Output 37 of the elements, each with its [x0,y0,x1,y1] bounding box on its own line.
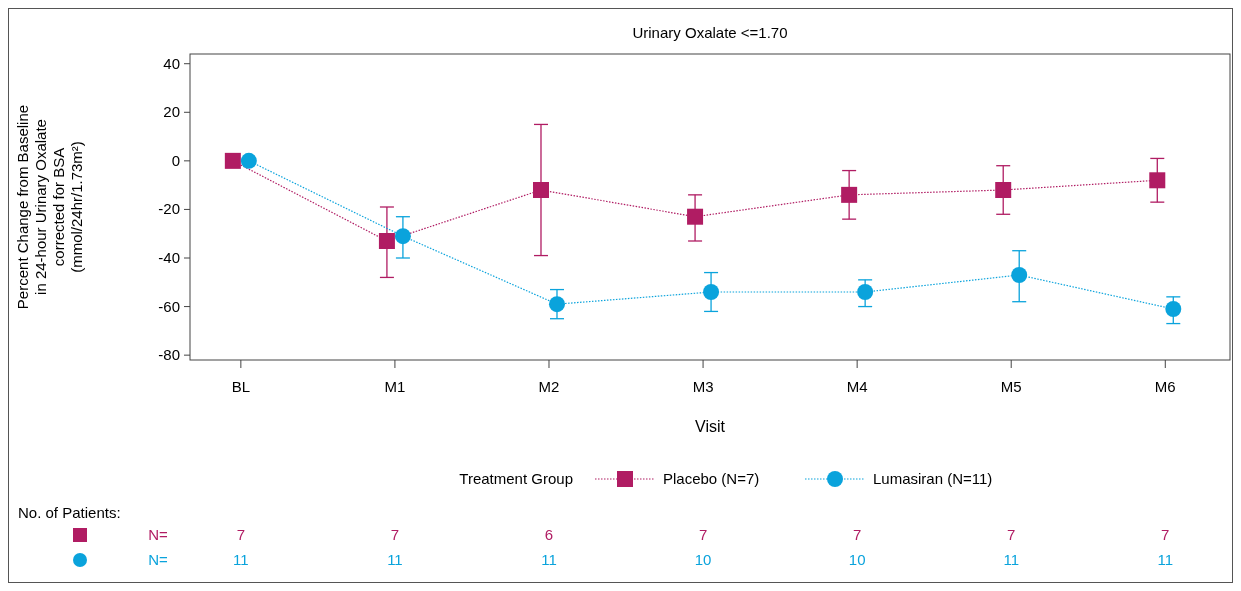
y-tick-label: 0 [171,151,180,169]
x-tick-label: M5 [1000,378,1022,395]
legend-label: Placebo (N=7) [663,470,760,487]
text: 7 [236,526,246,543]
text: N= [148,526,169,543]
text: 7 [698,526,708,543]
legend-label: Lumasiran (N=11) [873,470,993,487]
text: No. of Patients: [18,504,121,521]
y-tick-label: 40 [163,54,180,72]
text: 10 [694,551,712,568]
text: 11 [541,551,557,568]
text: 7 [390,526,400,543]
text: N= [148,551,169,568]
y-axis-title: Percent Change from Baseline in 24-hour Urinary Oxalate corrected for BSA (mmol/24hr/1.73m²) [14,104,85,310]
x-tick-label: M6 [1154,378,1176,395]
y-tick-label: -80 [158,346,180,364]
text: 6 [544,526,554,543]
x-axis-title: Visit [695,418,726,435]
x-tick-label: M4 [846,378,868,395]
chart-title: Urinary Oxalate <=1.70 [632,24,788,41]
text: 11 [387,551,403,568]
y-tick-label: -60 [158,297,180,315]
x-tick-label: M3 [692,378,714,395]
x-tick-label: BL [231,378,251,395]
text: 11 [233,551,249,568]
text: 7 [1161,526,1170,543]
legend-title: Treatment Group [459,470,573,487]
text: 11 [1157,551,1174,568]
text: 10 [848,551,866,568]
text: 7 [852,526,862,543]
y-tick-label: -40 [158,249,180,266]
text: 7 [1007,526,1016,543]
x-tick-label: M2 [538,378,560,395]
text: 11 [1003,551,1019,568]
x-tick-label: M1 [384,378,406,395]
y-tick-label: 20 [163,103,180,121]
y-tick-label: -20 [158,200,180,218]
